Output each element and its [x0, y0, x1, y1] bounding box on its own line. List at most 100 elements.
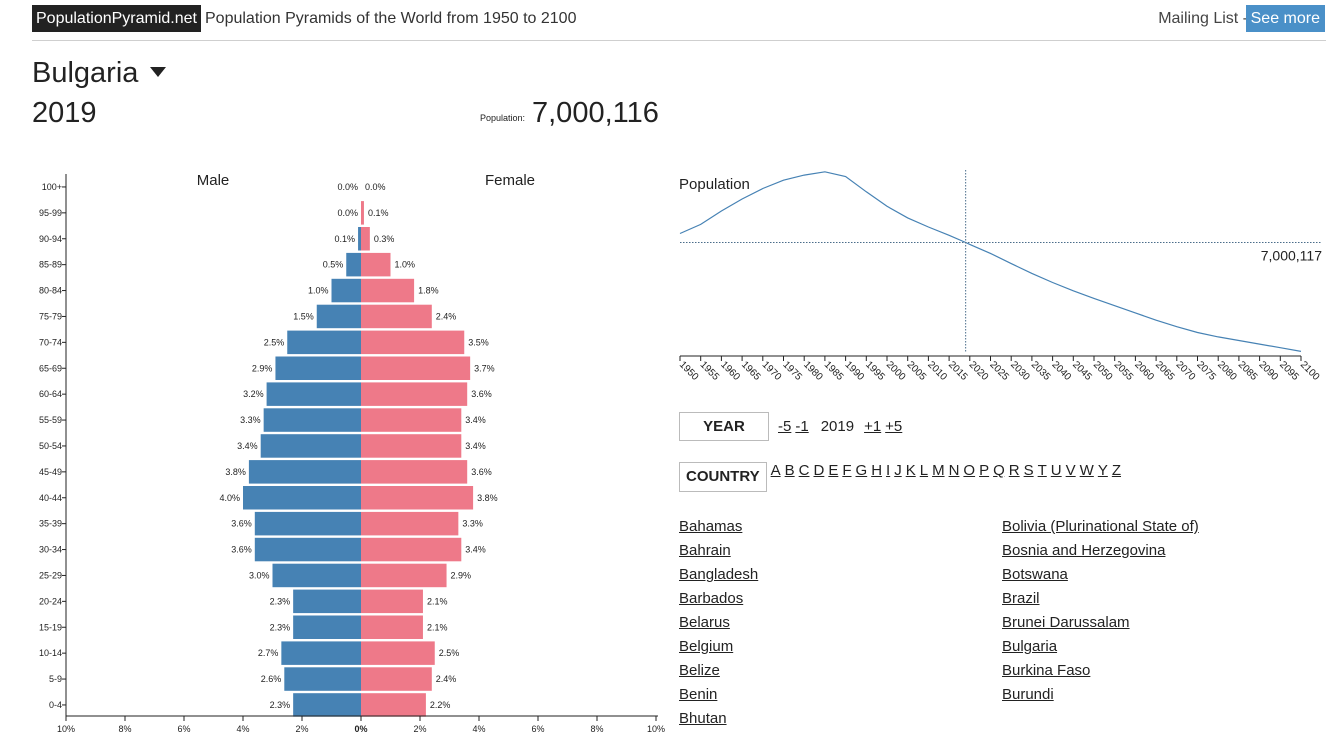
letter-link-n[interactable]: N — [948, 462, 960, 479]
female-bar — [361, 201, 364, 225]
year-tick-label: 2035 — [1029, 359, 1053, 383]
country-link[interactable]: Bhutan — [679, 710, 727, 727]
male-bar-label: 2.9% — [252, 363, 273, 373]
country-link[interactable]: Botswana — [1002, 566, 1068, 583]
male-bar — [287, 330, 361, 355]
year-minus-1-link[interactable]: -1 — [795, 418, 809, 435]
year-tick-label: 2045 — [1070, 359, 1094, 383]
letter-link-m[interactable]: M — [932, 462, 945, 479]
letter-link-h[interactable]: H — [871, 462, 883, 479]
male-bar — [358, 227, 361, 251]
male-bar — [293, 693, 361, 717]
country-link[interactable]: Bulgaria — [1002, 638, 1058, 655]
country-link[interactable]: Belarus — [679, 614, 730, 631]
letter-link-i[interactable]: I — [886, 462, 891, 479]
see-more-button[interactable]: See more — [1245, 5, 1325, 32]
male-bar — [260, 434, 361, 458]
population-label: Population: — [480, 113, 526, 123]
country-link[interactable]: Bolivia (Plurinational State of) — [1002, 518, 1199, 535]
country-link[interactable]: Brazil — [1002, 590, 1040, 607]
letter-link-c[interactable]: C — [798, 462, 810, 479]
male-bar-label: 3.6% — [231, 545, 252, 555]
country-link[interactable]: Brunei Darussalam — [1002, 614, 1130, 631]
age-group-label: 90-94 — [39, 234, 62, 244]
year-tick-label: 1970 — [760, 359, 784, 383]
letter-link-l[interactable]: L — [919, 462, 929, 479]
female-bar — [361, 615, 423, 639]
letter-link-y[interactable]: Y — [1097, 462, 1108, 479]
letter-link-e[interactable]: E — [828, 462, 839, 479]
letter-link-k[interactable]: K — [905, 462, 916, 479]
population-pyramid-chart: Male Female 100+ 0.0% 0.0% 95-99 0.0% 0.1% 90-94… — [39, 172, 665, 734]
letter-link-w[interactable]: W — [1079, 462, 1094, 479]
letter-link-z[interactable]: Z — [1111, 462, 1122, 479]
country-link[interactable]: Benin — [679, 686, 718, 703]
letter-link-v[interactable]: V — [1065, 462, 1076, 479]
letter-link-b[interactable]: B — [784, 462, 795, 479]
age-group-label: 100+ — [42, 182, 62, 192]
letter-link-r[interactable]: R — [1008, 462, 1020, 479]
letter-link-s[interactable]: S — [1023, 462, 1034, 479]
year-tick-label: 1975 — [780, 359, 804, 383]
country-list-right: Bolivia (Plurinational State of) Bosnia a… — [1002, 515, 1199, 707]
year-tick-label: 2000 — [884, 359, 908, 383]
year-minus-5-link[interactable]: -5 — [778, 418, 792, 435]
female-bar-label: 2.4% — [436, 674, 457, 684]
country-link[interactable]: Burkina Faso — [1002, 662, 1091, 679]
letter-link-u[interactable]: U — [1050, 462, 1062, 479]
country-link[interactable]: Bahamas — [679, 518, 743, 535]
age-group-label: 80-84 — [39, 286, 62, 296]
age-group-label: 5-9 — [49, 674, 62, 684]
letter-link-q[interactable]: Q — [993, 462, 1005, 479]
country-link[interactable]: Bangladesh — [679, 566, 759, 583]
year-tick-label: 2100 — [1298, 359, 1322, 383]
age-group-label: 50-54 — [39, 441, 62, 451]
letter-link-p[interactable]: P — [979, 462, 990, 479]
letter-link-j[interactable]: J — [894, 462, 902, 479]
male-bar — [331, 278, 361, 303]
brand-logo-link[interactable]: PopulationPyramid.net — [32, 5, 201, 32]
female-bar — [361, 330, 465, 355]
letter-link-a[interactable]: A — [770, 462, 781, 479]
mailing-list-link[interactable]: Mailing List - — [1158, 10, 1248, 27]
x-tick-label: 0% — [354, 724, 367, 734]
country-link[interactable]: Belgium — [679, 638, 734, 655]
female-series-label: Female — [485, 172, 535, 189]
letter-link-o[interactable]: O — [963, 462, 976, 479]
x-tick-label: 10% — [647, 724, 665, 734]
country-link[interactable]: Bahrain — [679, 542, 731, 559]
year-plus-5-link[interactable]: +5 — [885, 418, 903, 435]
year-tick-label: 2080 — [1215, 359, 1239, 383]
female-bar — [361, 382, 468, 406]
female-bar-label: 3.5% — [468, 337, 489, 347]
letter-link-d[interactable]: D — [813, 462, 825, 479]
year-tick-label: 2070 — [1174, 359, 1198, 383]
male-bar — [248, 460, 361, 484]
male-bar — [293, 615, 361, 639]
male-bar — [254, 511, 361, 536]
country-link[interactable]: Belize — [679, 662, 720, 679]
country-selector[interactable]: Bulgaria — [32, 55, 167, 91]
male-bar-label: 2.3% — [270, 596, 291, 606]
country-link[interactable]: Barbados — [679, 590, 744, 607]
male-bar-label: 2.6% — [261, 674, 282, 684]
letter-link-g[interactable]: G — [855, 462, 868, 479]
female-bar-label: 3.4% — [465, 415, 486, 425]
country-link[interactable]: Burundi — [1002, 686, 1054, 703]
letter-link-t[interactable]: T — [1037, 462, 1047, 479]
male-bar-label: 0.0% — [337, 208, 358, 218]
age-group-label: 15-19 — [39, 622, 62, 632]
male-bar-label: 1.5% — [293, 311, 314, 321]
age-group-label: 85-89 — [39, 260, 62, 270]
population-value: 7,000,116 — [532, 97, 659, 129]
male-bar-label: 0.5% — [323, 260, 344, 270]
letter-link-f[interactable]: F — [842, 462, 852, 479]
year-plus-1-link[interactable]: +1 — [864, 418, 882, 435]
male-bar — [346, 252, 361, 277]
age-group-label: 10-14 — [39, 648, 62, 658]
x-tick-label: 6% — [531, 724, 544, 734]
population-line-chart: Population7,000,117195019551960196519701… — [677, 170, 1322, 383]
age-group-label: 65-69 — [39, 363, 62, 373]
country-link[interactable]: Bosnia and Herzegovina — [1002, 542, 1166, 559]
line-chart-title: Population — [679, 176, 750, 193]
